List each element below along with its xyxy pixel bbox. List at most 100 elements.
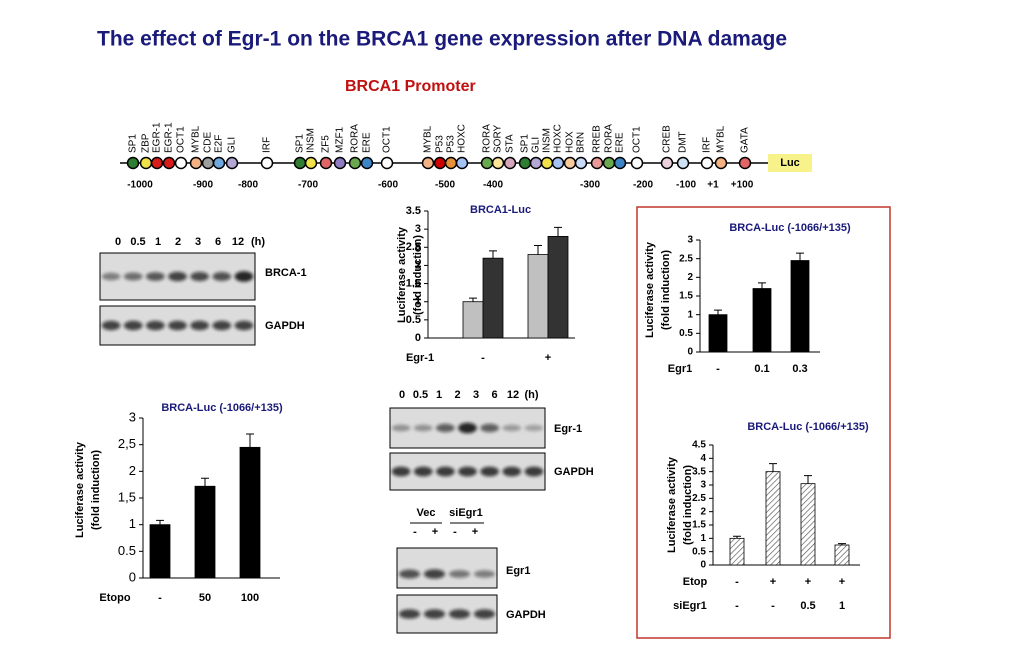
y-tick-label: 4 — [700, 453, 706, 464]
y-tick-label: 0.5 — [692, 546, 706, 557]
band — [524, 466, 544, 477]
promoter-element — [333, 156, 347, 170]
error-bar — [733, 535, 741, 539]
element-label: HOXC — [457, 124, 468, 153]
y-tick-label: 1.5 — [692, 520, 706, 531]
band — [391, 466, 411, 477]
y-tick-label: 3 — [687, 235, 693, 246]
band — [413, 466, 433, 477]
band — [234, 320, 254, 331]
scale-label: -1000 — [127, 180, 153, 191]
promoter-element — [260, 156, 274, 170]
promoter-element — [360, 156, 374, 170]
group-label: Vec — [417, 507, 436, 519]
error-bar — [246, 433, 254, 448]
element-label: CREB — [662, 125, 673, 153]
element-label: SP1 — [128, 134, 139, 153]
error-bar — [554, 226, 562, 237]
luc-label: Luc — [780, 157, 800, 169]
promoter-element — [455, 156, 469, 170]
band — [480, 466, 499, 477]
promoter-element — [444, 156, 458, 170]
scale-label: -400 — [483, 180, 503, 191]
band — [190, 271, 209, 282]
promoter-element — [174, 156, 188, 170]
lane-label: - — [413, 526, 417, 538]
band — [123, 320, 143, 331]
error-bar — [156, 519, 164, 525]
y-tick-label: 2.5 — [679, 253, 693, 264]
x-axis-label: Egr-1 — [406, 352, 434, 364]
lane-label: 0.5 — [130, 236, 145, 248]
y-axis-label: Luciferase activity — [396, 226, 408, 323]
x-tick-label: + — [839, 576, 845, 588]
band — [424, 569, 445, 579]
y-tick-label: 2 — [687, 272, 693, 283]
band — [524, 424, 544, 432]
scale-label: -500 — [435, 180, 455, 191]
element-label: GATA — [740, 127, 751, 153]
error-bar — [838, 543, 846, 545]
error-bar — [201, 477, 209, 487]
band — [502, 424, 522, 432]
scale-label: +1 — [707, 180, 719, 191]
lane-label: + — [432, 526, 438, 538]
band — [474, 570, 495, 578]
promoter-element — [201, 156, 215, 170]
band — [234, 271, 254, 282]
promoter-element — [660, 156, 674, 170]
y-axis-label: Luciferase activity — [666, 456, 678, 553]
promoter-element — [380, 156, 394, 170]
element-label: SP1 — [295, 134, 306, 153]
x-tick-label: 100 — [241, 592, 259, 604]
y-tick-label: 2.5 — [692, 493, 706, 504]
band — [123, 272, 143, 281]
scale-label: -100 — [676, 180, 696, 191]
row-label: GAPDH — [265, 320, 305, 332]
band — [436, 423, 455, 433]
bar — [765, 471, 781, 566]
lane-label: 0 — [399, 389, 405, 401]
scale-label: -600 — [378, 180, 398, 191]
error-bar — [758, 282, 766, 289]
figure-title: The effect of Egr-1 on the BRCA1 gene ex… — [97, 28, 787, 51]
x-axis-label: Etopo — [99, 592, 130, 604]
band — [168, 320, 187, 331]
y-tick-label: 2,5 — [118, 436, 136, 451]
band — [436, 466, 455, 477]
band — [399, 569, 420, 579]
promoter-element — [563, 156, 577, 170]
element-label: HOXC — [553, 124, 564, 153]
y-tick-label: 3.5 — [406, 205, 421, 217]
y-tick-label: 1 — [700, 533, 706, 544]
y-tick-label: 0.5 — [679, 328, 693, 339]
band — [413, 424, 433, 432]
bar — [800, 483, 816, 566]
y-tick-label: 1.5 — [406, 277, 421, 289]
x-row-label: siEgr1 — [673, 600, 707, 612]
element-label: OCT1 — [176, 126, 187, 153]
y-tick-label: 0 — [700, 560, 706, 571]
x-tick-label: - — [481, 352, 485, 364]
bar — [834, 544, 850, 566]
scale-label: -700 — [298, 180, 318, 191]
element-label: IRF — [702, 137, 713, 153]
y-tick-label: 3 — [700, 480, 706, 491]
x-axis-label: Egr1 — [668, 363, 692, 375]
y-tick-label: 0 — [415, 332, 421, 344]
element-label: EGR-1 — [152, 122, 163, 153]
element-label: ZBP — [141, 133, 152, 153]
promoter-element — [348, 156, 362, 170]
band — [502, 466, 522, 477]
bar — [527, 254, 549, 339]
lane-label: 0 — [115, 236, 121, 248]
element-label: ERE — [615, 132, 626, 153]
x-tick-label: 1 — [839, 600, 845, 612]
y-axis-label: (fold induction) — [660, 250, 672, 330]
promoter-element — [304, 156, 318, 170]
lane-label: 6 — [215, 236, 221, 248]
element-label: P53 — [446, 135, 457, 153]
promoter-element — [150, 156, 164, 170]
element-label: IRF — [262, 137, 273, 153]
